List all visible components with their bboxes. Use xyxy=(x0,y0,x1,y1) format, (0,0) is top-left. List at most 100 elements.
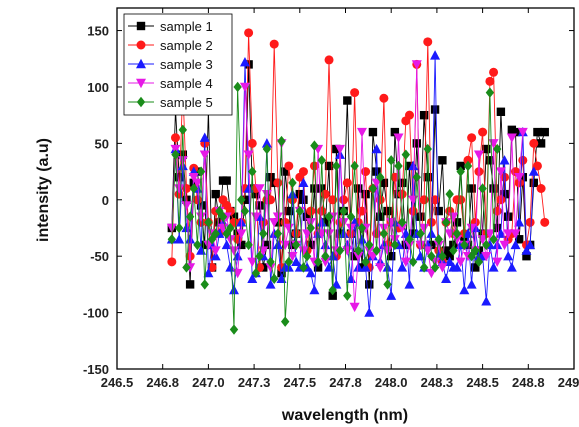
data-point xyxy=(354,245,363,256)
data-point xyxy=(387,155,396,166)
legend: sample 1 sample 2 sample 3 sample 4 sample 5 xyxy=(123,13,233,116)
data-point xyxy=(408,195,419,205)
data-point xyxy=(408,206,418,216)
data-point xyxy=(390,239,400,251)
data-point xyxy=(240,205,250,217)
data-point xyxy=(324,161,334,171)
data-point xyxy=(229,324,239,335)
data-point xyxy=(386,290,397,300)
data-point xyxy=(335,144,346,155)
data-point xyxy=(248,166,257,177)
data-point xyxy=(485,76,495,86)
data-point xyxy=(305,267,316,278)
legend-marker xyxy=(136,96,146,108)
data-point xyxy=(415,240,426,251)
data-point xyxy=(188,173,199,183)
data-point xyxy=(459,284,470,295)
data-point xyxy=(365,280,374,289)
x-tick-label: 249.0 xyxy=(558,375,579,390)
x-tick-label: 247.8 xyxy=(329,375,362,390)
data-point xyxy=(379,93,389,103)
data-point xyxy=(269,39,279,49)
data-point xyxy=(280,240,291,251)
data-point xyxy=(283,223,294,234)
data-point xyxy=(361,189,370,199)
data-point xyxy=(222,228,231,239)
y-tick-label: -150 xyxy=(83,362,109,377)
data-point xyxy=(365,239,374,251)
data-point xyxy=(517,127,528,138)
y-tick-label: 50 xyxy=(95,136,109,151)
data-point xyxy=(433,240,444,251)
data-point xyxy=(408,256,418,268)
y-tick-label: 100 xyxy=(87,80,109,95)
data-point xyxy=(390,127,400,137)
data-point xyxy=(511,127,520,137)
data-point xyxy=(518,155,528,165)
x-tick-label: 246.5 xyxy=(101,375,134,390)
data-point xyxy=(367,251,378,262)
data-point xyxy=(339,205,348,217)
data-point xyxy=(339,195,349,205)
data-point xyxy=(419,195,429,205)
data-point xyxy=(471,263,480,272)
data-point xyxy=(500,172,510,182)
data-point xyxy=(215,218,224,227)
data-point xyxy=(265,263,276,273)
data-point xyxy=(482,239,491,251)
data-point xyxy=(265,279,276,289)
data-point xyxy=(272,239,283,250)
data-point xyxy=(368,127,378,137)
data-point xyxy=(335,229,345,238)
data-point xyxy=(320,257,331,268)
data-point xyxy=(456,161,465,171)
data-point xyxy=(536,184,546,193)
data-point xyxy=(298,177,309,188)
data-point xyxy=(306,206,316,216)
data-point xyxy=(371,143,382,154)
data-point xyxy=(291,256,302,267)
data-point xyxy=(397,178,407,188)
data-point xyxy=(441,217,451,228)
legend-label: sample 1 xyxy=(160,19,213,34)
data-point xyxy=(521,245,532,255)
data-point xyxy=(412,139,421,148)
data-point xyxy=(404,240,415,251)
data-point xyxy=(444,256,455,267)
x-tick-label: 248.0 xyxy=(375,375,408,390)
data-point xyxy=(525,239,536,250)
data-point xyxy=(466,279,477,289)
data-point xyxy=(354,184,363,193)
data-point xyxy=(397,262,408,272)
data-point xyxy=(327,250,338,261)
data-point xyxy=(174,222,184,234)
data-point xyxy=(422,246,433,256)
data-point xyxy=(438,250,447,262)
data-point xyxy=(481,296,492,306)
data-point xyxy=(321,218,330,227)
data-point xyxy=(306,222,315,234)
data-point xyxy=(345,223,356,234)
data-point xyxy=(514,173,525,183)
data-point xyxy=(532,161,542,171)
legend-marker xyxy=(136,21,146,31)
data-point xyxy=(536,139,546,148)
data-point xyxy=(299,195,308,204)
data-point xyxy=(306,240,315,250)
data-point xyxy=(211,228,220,239)
data-point xyxy=(383,279,392,290)
data-point xyxy=(287,251,298,262)
data-point xyxy=(361,256,370,268)
data-point xyxy=(423,143,432,155)
data-point xyxy=(533,127,542,137)
data-point xyxy=(199,132,210,142)
data-point xyxy=(313,263,323,272)
data-point xyxy=(350,88,360,98)
data-point xyxy=(229,212,239,221)
data-point xyxy=(199,150,210,160)
data-point xyxy=(332,160,341,172)
data-point xyxy=(445,251,454,261)
data-point xyxy=(379,178,389,188)
data-point xyxy=(295,205,304,217)
data-point xyxy=(277,268,286,278)
